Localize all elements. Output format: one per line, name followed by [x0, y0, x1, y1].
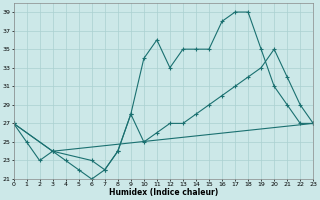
X-axis label: Humidex (Indice chaleur): Humidex (Indice chaleur)	[109, 188, 218, 197]
